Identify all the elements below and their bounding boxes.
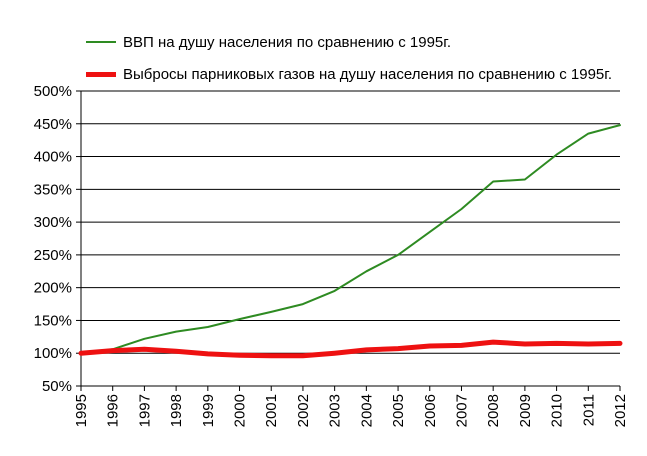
x-tick-label-10: 2005 — [390, 394, 407, 427]
x-tick-label-14: 2009 — [517, 394, 534, 427]
y-tick-label-5: 300% — [34, 214, 72, 231]
x-tick-label-7: 2002 — [295, 394, 312, 427]
y-tick-label-3: 200% — [34, 280, 72, 297]
x-tick-label-9: 2004 — [358, 394, 375, 427]
y-tick-label-0: 50% — [42, 378, 72, 395]
x-tick-label-16: 2011 — [580, 394, 597, 426]
x-tick-label-2: 1997 — [136, 394, 153, 427]
legend-item-emissions: Выбросы парниковых газов на душу населен… — [86, 58, 612, 90]
x-tick-label-13: 2008 — [485, 394, 502, 427]
y-tick-label-6: 350% — [34, 181, 72, 198]
x-tick-label-12: 2007 — [453, 394, 470, 427]
y-tick-label-9: 500% — [34, 83, 72, 100]
x-tick-label-6: 2001 — [263, 394, 280, 427]
legend-swatch-emissions — [86, 71, 116, 77]
y-tick-label-2: 150% — [34, 312, 72, 329]
x-tick-label-11: 2006 — [422, 394, 439, 427]
series-line-1 — [78, 339, 623, 359]
y-tick-label-1: 100% — [34, 345, 72, 362]
x-tick-label-5: 2000 — [232, 394, 249, 427]
legend: ВВП на душу населения по сравнению с 199… — [86, 26, 612, 90]
x-tick-label-17: 2012 — [612, 394, 629, 427]
x-tick-label-3: 1998 — [168, 394, 185, 427]
x-tick-label-15: 2010 — [549, 394, 566, 427]
x-tick-label-4: 1999 — [200, 394, 217, 427]
y-tick-label-7: 400% — [34, 149, 72, 166]
series-line-0 — [80, 124, 621, 355]
legend-swatch-gdp — [86, 41, 116, 43]
legend-label-emissions: Выбросы парниковых газов на душу населен… — [123, 65, 613, 83]
y-tick-label-8: 450% — [34, 116, 72, 133]
y-tick-label-4: 250% — [34, 247, 72, 264]
x-tick-label-1: 1996 — [105, 394, 122, 427]
x-tick-label-0: 1995 — [73, 394, 90, 427]
x-tick-label-8: 2003 — [327, 394, 344, 427]
legend-item-gdp: ВВП на душу населения по сравнению с 199… — [86, 26, 612, 58]
legend-label-gdp: ВВП на душу населения по сравнению с 199… — [123, 33, 452, 51]
